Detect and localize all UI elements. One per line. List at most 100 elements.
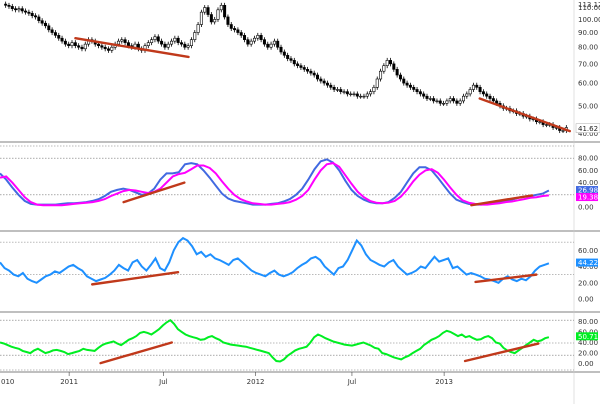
- price-axis-tick: 70.00: [578, 60, 598, 68]
- price-candle: [319, 78, 323, 82]
- price-candle: [20, 8, 24, 12]
- price-candle: [488, 95, 492, 99]
- price-candle: [37, 16, 41, 21]
- price-axis-tick: 90.00: [578, 29, 598, 37]
- price-candle: [561, 130, 565, 132]
- price-candle: [4, 3, 8, 6]
- oscillator-axis-tick: 0.00: [578, 360, 594, 368]
- oscillator-series-line: [0, 318, 550, 363]
- price-candle: [176, 37, 180, 43]
- trendline: [99, 341, 173, 365]
- trendline: [122, 181, 186, 204]
- price-candle: [179, 42, 183, 45]
- oscillator-series-line: [0, 236, 550, 284]
- price-candle: [100, 45, 104, 48]
- x-axis-label: 2012: [247, 378, 265, 386]
- oscillator-value-badge: [576, 332, 598, 341]
- price-candle: [60, 37, 64, 42]
- price-candle: [252, 37, 256, 42]
- price-candle: [485, 93, 489, 97]
- price-candle: [17, 8, 21, 11]
- price-candle: [425, 95, 429, 99]
- price-candle: [246, 39, 250, 45]
- price-candle: [471, 84, 475, 90]
- price-candle: [352, 93, 356, 96]
- price-candle: [123, 39, 127, 43]
- trendline: [478, 97, 572, 133]
- price-candle: [435, 100, 439, 103]
- oscillator-series-line: [0, 158, 550, 206]
- price-candle: [160, 40, 164, 45]
- price-candle: [256, 35, 260, 39]
- price-candle: [322, 80, 326, 84]
- price-candle: [349, 93, 353, 96]
- price-candle: [395, 69, 399, 76]
- price-candle: [57, 35, 61, 39]
- price-candle: [362, 95, 366, 98]
- price-candle: [209, 14, 213, 23]
- trendline: [463, 342, 540, 363]
- price-candle: [306, 69, 310, 72]
- price-candle: [24, 10, 28, 13]
- price-candle: [199, 11, 203, 25]
- price-candle: [103, 46, 107, 50]
- price-candle: [67, 43, 71, 46]
- price-candle: [329, 84, 333, 88]
- oscillator-axis-tick: 80.00: [578, 155, 598, 163]
- price-candle: [50, 29, 54, 33]
- price-candle: [379, 70, 383, 80]
- price-candle: [372, 87, 376, 92]
- trendline: [470, 194, 534, 207]
- oscillator-axis-tick: 40.00: [578, 263, 598, 271]
- price-candle: [282, 51, 286, 56]
- price-candle: [455, 100, 459, 104]
- price-candle: [481, 91, 485, 95]
- price-candle: [359, 95, 363, 98]
- price-candle: [63, 40, 67, 45]
- price-candle: [286, 54, 290, 59]
- price-candle: [289, 58, 293, 61]
- price-candle: [279, 46, 283, 53]
- price-axis-tick: 110.00: [578, 4, 600, 12]
- price-candle: [269, 43, 273, 48]
- price-candle: [156, 36, 160, 42]
- price-candle: [173, 37, 177, 42]
- price-candle: [465, 93, 469, 97]
- price-candle: [491, 98, 495, 102]
- price-candle: [70, 42, 74, 46]
- price-candle: [226, 16, 230, 25]
- price-candle: [392, 63, 396, 70]
- price-candle: [43, 22, 47, 27]
- x-axis-label: Jul: [158, 378, 168, 386]
- x-axis-label: Jul: [347, 378, 357, 386]
- price-candle: [452, 98, 456, 102]
- price-candle: [30, 13, 34, 17]
- oscillator-axis-tick: 60.00: [578, 247, 598, 255]
- price-candle: [375, 78, 379, 88]
- trendline: [474, 273, 538, 284]
- price-candle: [259, 35, 263, 40]
- price-candle: [126, 42, 130, 46]
- oscillator-axis-tick: 0.00: [578, 296, 594, 304]
- price-candle: [233, 28, 237, 31]
- oscillator-value-label: 26.98: [578, 187, 598, 195]
- price-candle: [332, 87, 336, 90]
- price-candle: [312, 72, 316, 76]
- price-candle: [495, 100, 499, 104]
- price-candle: [468, 89, 472, 95]
- price-axis-tick: 50.00: [578, 102, 598, 110]
- price-candle: [243, 35, 247, 40]
- price-candle: [116, 40, 120, 45]
- price-candle: [203, 7, 207, 13]
- price-candle: [415, 89, 419, 92]
- oscillator-axis-tick: 60.00: [578, 167, 598, 175]
- price-candle: [316, 74, 320, 80]
- price-candle: [77, 45, 81, 48]
- price-candle: [107, 48, 111, 51]
- price-candle: [196, 24, 200, 33]
- price-candle: [339, 89, 343, 92]
- price-candle: [544, 124, 548, 126]
- price-candle: [302, 67, 306, 70]
- price-candle: [438, 100, 442, 104]
